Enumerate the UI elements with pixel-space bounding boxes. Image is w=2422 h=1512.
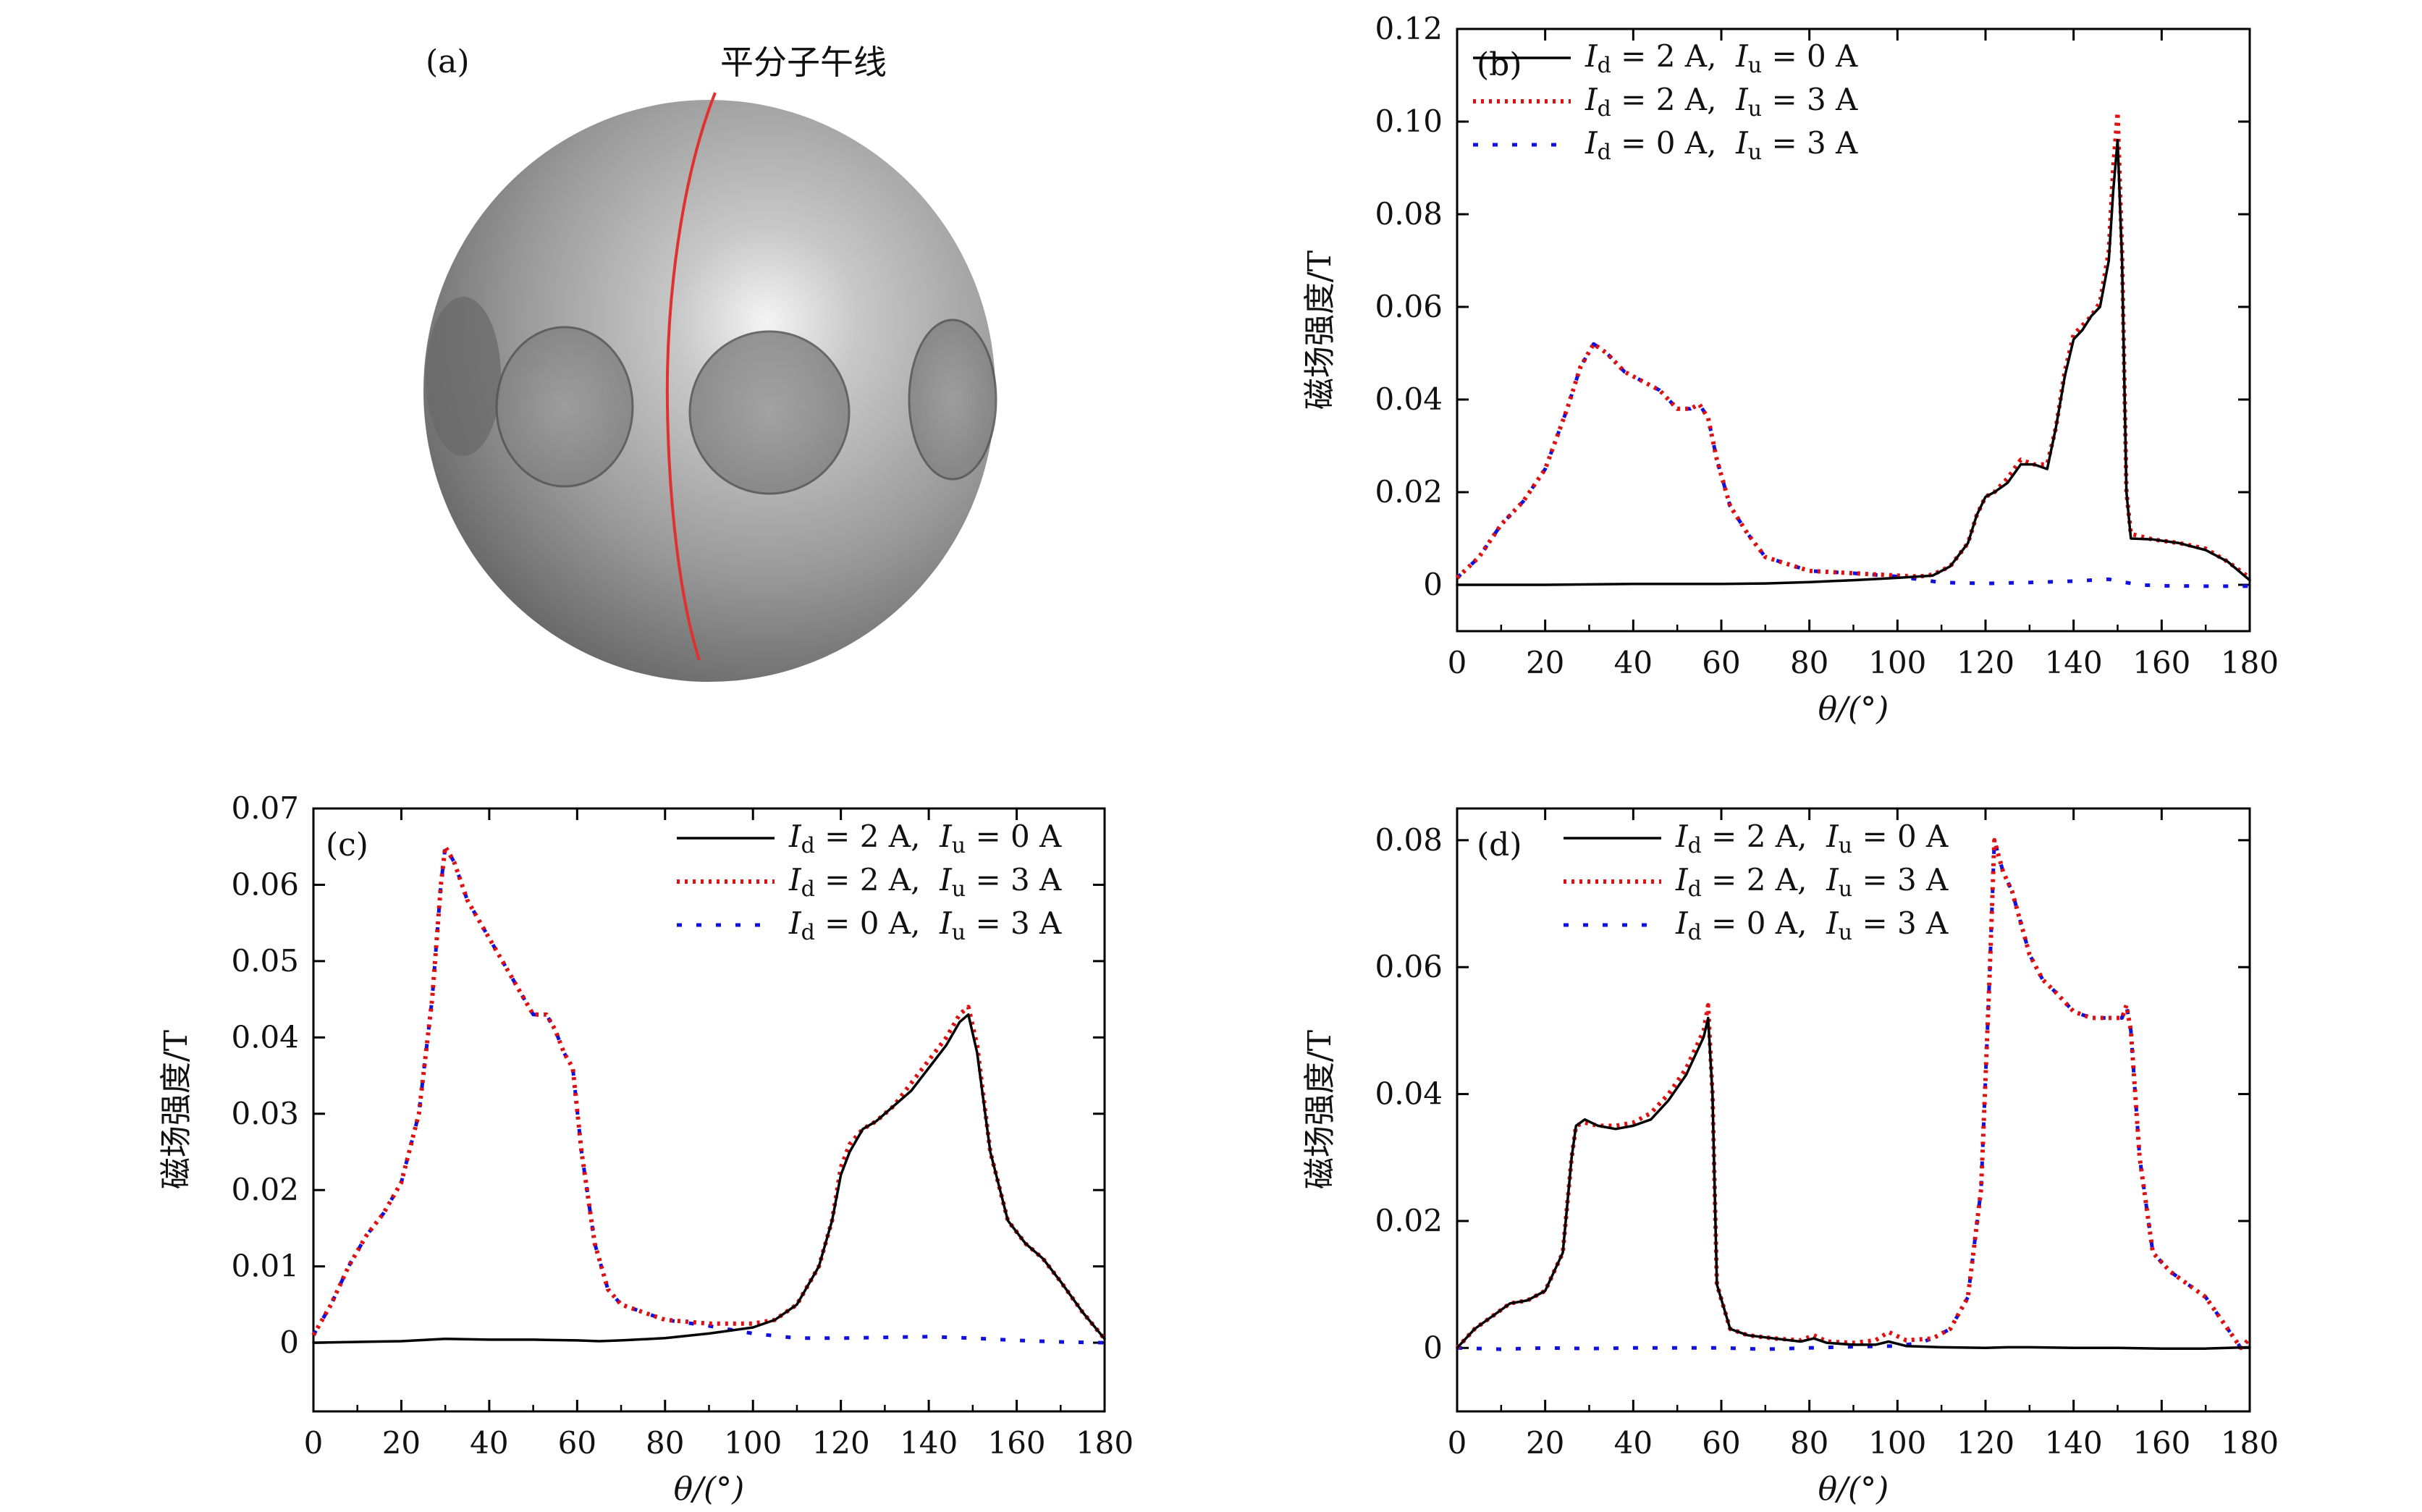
x-tick-label: 100 bbox=[1868, 645, 1926, 680]
y-tick-label: 0.06 bbox=[1375, 289, 1443, 324]
x-tick-label: 180 bbox=[2221, 645, 2279, 680]
bisecting-meridian bbox=[665, 92, 717, 661]
panel-label: (b) bbox=[1477, 46, 1522, 83]
series-line-s1 bbox=[1456, 138, 2251, 586]
y-tick-label: 0.02 bbox=[1375, 1203, 1443, 1238]
panel-label: (c) bbox=[326, 827, 368, 863]
panel-b: 0 20 40 60 80 100 120 140 160 180 0 0.02 0.04 0.06 0.0… bbox=[1301, 11, 2279, 727]
series-line-s1 bbox=[312, 1013, 1106, 1344]
y-tick-label: 0.03 bbox=[231, 1096, 299, 1131]
x-tick-label: 20 bbox=[1526, 1425, 1564, 1461]
legend-label-s3: Id = 0 A, Iu = 3 A bbox=[1675, 905, 1949, 945]
x-tick-label: 60 bbox=[1702, 645, 1740, 680]
series-line-s2 bbox=[1455, 110, 2251, 580]
y-tick-label: 0.02 bbox=[1375, 474, 1443, 510]
x-tick-label: 20 bbox=[382, 1425, 421, 1461]
x-axis-title: θ/(°) bbox=[674, 1471, 745, 1508]
x-axis-title: θ/(°) bbox=[1818, 1471, 1889, 1508]
x-tick-label: 160 bbox=[2132, 1425, 2190, 1461]
x-axis-title: θ/(°) bbox=[1818, 690, 1889, 727]
x-tick-label: 80 bbox=[1790, 1425, 1828, 1461]
y-tick-label: 0 bbox=[1423, 567, 1443, 602]
x-tick-label: 180 bbox=[1076, 1425, 1134, 1461]
y-tick-label: 0.04 bbox=[231, 1019, 299, 1055]
pole-front-left bbox=[495, 326, 634, 488]
x-tick-label: 0 bbox=[304, 1425, 324, 1461]
series-line-s2 bbox=[311, 844, 1107, 1340]
x-tick-label: 120 bbox=[812, 1425, 870, 1461]
x-tick-label: 40 bbox=[1614, 645, 1653, 680]
legend-label-s3: Id = 0 A, Iu = 3 A bbox=[1585, 125, 1858, 165]
y-tick-label: 0.07 bbox=[231, 790, 299, 826]
x-tick-label: 100 bbox=[724, 1425, 782, 1461]
x-tick-label: 40 bbox=[470, 1425, 508, 1461]
x-tick-label: 120 bbox=[1957, 1425, 2014, 1461]
y-tick-label: 0.04 bbox=[1375, 381, 1443, 417]
pole-left bbox=[426, 297, 501, 456]
plot-frame bbox=[1456, 28, 2251, 633]
legend-label-s2: Id = 2 A, Iu = 3 A bbox=[1675, 862, 1949, 902]
panel-a: (a) 平分子午线 bbox=[423, 43, 997, 682]
y-tick-label: 0.06 bbox=[1375, 949, 1443, 984]
y-tick-label: 0 bbox=[1423, 1330, 1443, 1365]
y-axis-title: 磁场强度/T bbox=[1301, 1030, 1338, 1189]
panel-label: (d) bbox=[1477, 827, 1522, 863]
y-tick-label: 0 bbox=[279, 1325, 299, 1360]
x-tick-label: 100 bbox=[1868, 1425, 1926, 1461]
legend-label-s2: Id = 2 A, Iu = 3 A bbox=[788, 862, 1062, 902]
x-tick-label: 160 bbox=[2132, 645, 2190, 680]
series-line-s1 bbox=[1456, 1016, 2251, 1350]
panel-d: 0 20 40 60 80 100 120 140 160 180 0 0.02 0.04 0.06 0.0… bbox=[1301, 807, 2279, 1508]
x-tick-label: 0 bbox=[1448, 645, 1467, 680]
x-tick-label: 140 bbox=[2045, 645, 2103, 680]
panel-c: 0 20 40 60 80 100 120 140 160 180 0 0.01 0.02 0.03 0.0… bbox=[158, 790, 1134, 1508]
x-tick-label: 180 bbox=[2221, 1425, 2279, 1461]
x-tick-label: 80 bbox=[646, 1425, 684, 1461]
y-axis-title: 磁场强度/T bbox=[158, 1030, 195, 1189]
meridian-label: 平分子午线 bbox=[720, 43, 887, 82]
x-tick-label: 40 bbox=[1614, 1425, 1653, 1461]
x-tick-label: 0 bbox=[1448, 1425, 1467, 1461]
plot-frame bbox=[1456, 807, 2251, 1413]
y-tick-label: 0.01 bbox=[231, 1249, 299, 1284]
y-tick-label: 0.04 bbox=[1375, 1076, 1443, 1112]
y-tick-label: 0.06 bbox=[231, 866, 299, 902]
y-tick-label: 0.02 bbox=[231, 1172, 299, 1207]
x-tick-label: 140 bbox=[900, 1425, 958, 1461]
y-tick-label: 0.12 bbox=[1375, 11, 1443, 46]
series-line-s2 bbox=[1455, 837, 2252, 1351]
pole-front-right bbox=[688, 330, 851, 495]
legend-label-s1: Id = 2 A, Iu = 0 A bbox=[1585, 38, 1858, 78]
x-tick-label: 160 bbox=[987, 1425, 1045, 1461]
legend-label-s3: Id = 0 A, Iu = 3 A bbox=[788, 905, 1062, 945]
x-tick-label: 60 bbox=[1702, 1425, 1740, 1461]
y-tick-label: 0.08 bbox=[1375, 196, 1443, 232]
panel-a-label: (a) bbox=[426, 43, 470, 80]
y-tick-label: 0.08 bbox=[1375, 822, 1443, 858]
x-tick-label: 20 bbox=[1526, 645, 1564, 680]
x-tick-label: 140 bbox=[2045, 1425, 2103, 1461]
x-tick-label: 120 bbox=[1957, 645, 2014, 680]
legend-label-s1: Id = 2 A, Iu = 0 A bbox=[788, 819, 1062, 858]
x-tick-label: 60 bbox=[558, 1425, 596, 1461]
x-tick-label: 80 bbox=[1790, 645, 1828, 680]
legend-label-s2: Id = 2 A, Iu = 3 A bbox=[1585, 82, 1858, 122]
y-axis-title: 磁场强度/T bbox=[1301, 250, 1338, 410]
pole-right bbox=[908, 318, 997, 481]
y-tick-label: 0.05 bbox=[231, 943, 299, 979]
legend-label-s1: Id = 2 A, Iu = 0 A bbox=[1675, 819, 1949, 858]
y-tick-label: 0.10 bbox=[1375, 104, 1443, 139]
series-line-s3 bbox=[1456, 342, 2250, 588]
